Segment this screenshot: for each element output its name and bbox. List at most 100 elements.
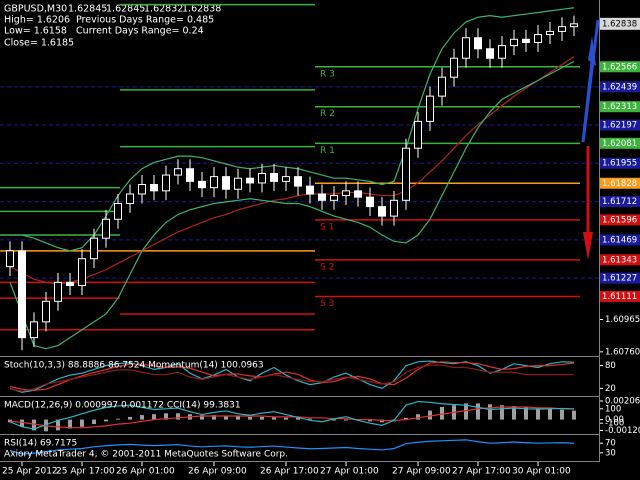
copyright-text: Axiory MetaTrader 4, © 2001-2011 MetaQuo… bbox=[4, 450, 288, 460]
drawn-arrows bbox=[581, 19, 600, 260]
histogram-bar bbox=[512, 406, 516, 420]
panel-frames bbox=[0, 0, 600, 462]
candle-body bbox=[462, 37, 470, 59]
blue-arrowhead bbox=[588, 36, 596, 66]
candle-body bbox=[318, 193, 326, 201]
candle-body bbox=[450, 57, 458, 78]
candle-body bbox=[522, 38, 530, 43]
level-box bbox=[600, 157, 640, 169]
histogram-bar bbox=[56, 419, 60, 431]
candle-body bbox=[6, 250, 14, 268]
histogram-bar bbox=[224, 416, 228, 420]
plot-area: GBPUSD,M30 1.628451.628451.628321.62838Hi… bbox=[0, 4, 640, 477]
info-text: Low= 1.6158 bbox=[4, 26, 67, 37]
level-box bbox=[600, 214, 640, 226]
quote-value: 1.62845 bbox=[68, 4, 107, 15]
histogram-bar bbox=[200, 415, 204, 420]
x-tick-label: 26 Apr 09:00 bbox=[188, 467, 247, 477]
info-text: Previous Days Range= 0.485 bbox=[76, 15, 214, 26]
last-price-box bbox=[600, 17, 640, 30]
level-label: 1.61343 bbox=[602, 255, 637, 265]
panel-title: RSI(14) 69.7175 bbox=[4, 439, 77, 449]
red-arrowhead bbox=[583, 232, 593, 260]
histogram-bar bbox=[140, 415, 144, 420]
series-line bbox=[10, 7, 575, 252]
candle-body bbox=[378, 206, 386, 217]
level-label: 1.61712 bbox=[602, 197, 637, 207]
y-tick-label: 20 bbox=[605, 384, 616, 394]
candle-body bbox=[78, 258, 86, 287]
x-tick-label: 27 Apr 01:00 bbox=[320, 467, 379, 477]
candle-body bbox=[186, 168, 194, 182]
level-box bbox=[600, 234, 640, 246]
histogram-bar bbox=[212, 415, 216, 420]
blue-arrow bbox=[581, 19, 600, 143]
histogram-bar bbox=[236, 416, 240, 420]
candle-body bbox=[534, 34, 542, 43]
histogram-bar bbox=[176, 413, 180, 420]
candle-body bbox=[486, 48, 494, 59]
series-line bbox=[9, 364, 575, 392]
histogram-bar bbox=[116, 418, 120, 420]
candle-body bbox=[246, 177, 254, 184]
histogram-bar bbox=[20, 419, 24, 427]
candle-body bbox=[342, 190, 350, 197]
candle-body bbox=[114, 202, 122, 220]
histogram-bar bbox=[464, 403, 468, 420]
histogram-bar bbox=[404, 417, 408, 420]
symbol-title: GBPUSD,M30 bbox=[4, 4, 67, 15]
candle-body bbox=[306, 185, 314, 195]
histogram-bar bbox=[32, 419, 36, 431]
candle-body bbox=[30, 321, 38, 339]
series-line bbox=[9, 400, 575, 430]
histogram-bar bbox=[308, 418, 312, 420]
level-label: 1.61227 bbox=[602, 274, 637, 284]
level-label: 1.62566 bbox=[602, 62, 637, 72]
level-box bbox=[600, 81, 640, 93]
candle-body bbox=[558, 26, 566, 32]
histogram-bar bbox=[260, 416, 264, 420]
level-box bbox=[600, 119, 640, 131]
histogram-bar bbox=[68, 419, 72, 429]
series-line bbox=[9, 60, 575, 350]
info-text: Close= 1.6185 bbox=[4, 38, 74, 49]
x-tick-label: 25 Apr 17:00 bbox=[56, 467, 115, 477]
series-line bbox=[9, 361, 575, 391]
level-box bbox=[600, 137, 640, 149]
candle-body bbox=[174, 168, 182, 176]
candle-body bbox=[402, 147, 410, 201]
level-label: 1.62313 bbox=[602, 102, 637, 112]
candle-body bbox=[426, 95, 434, 122]
candle-body bbox=[198, 180, 206, 189]
candle-body bbox=[222, 176, 230, 190]
candle-body bbox=[270, 172, 278, 182]
histogram-bar bbox=[8, 419, 12, 423]
candle-body bbox=[390, 199, 398, 217]
pivot-label: S 2 bbox=[320, 262, 334, 272]
level-box bbox=[600, 177, 640, 189]
histogram-bar bbox=[296, 417, 300, 420]
candle-body bbox=[210, 176, 218, 189]
level-label: 1.62197 bbox=[602, 121, 637, 131]
info-text: Current Days Range= 0.24 bbox=[76, 26, 204, 37]
x-tick-label: 26 Apr 01:00 bbox=[116, 467, 175, 477]
series-line bbox=[9, 439, 575, 455]
series-line bbox=[9, 406, 575, 429]
candle-body bbox=[150, 184, 158, 192]
candle-body bbox=[474, 37, 482, 50]
candle-body bbox=[18, 250, 26, 339]
y-tick-label: 1.60760 bbox=[605, 347, 640, 357]
histogram-bar bbox=[416, 414, 420, 420]
x-tick-label: 27 Apr 09:00 bbox=[392, 467, 451, 477]
y-tick-label: 80 bbox=[605, 361, 616, 371]
level-label: 1.61469 bbox=[602, 235, 637, 245]
histogram-bar bbox=[152, 414, 156, 420]
pivot-label: S 3 bbox=[320, 299, 334, 309]
level-box bbox=[600, 272, 640, 284]
panel-title: Stoch(10,3,3) 88.8886 86.7524 Momentum(1… bbox=[4, 361, 264, 371]
candle-body bbox=[162, 174, 170, 192]
last-price-label: 1.62838 bbox=[602, 19, 637, 29]
candle-body bbox=[234, 177, 242, 190]
